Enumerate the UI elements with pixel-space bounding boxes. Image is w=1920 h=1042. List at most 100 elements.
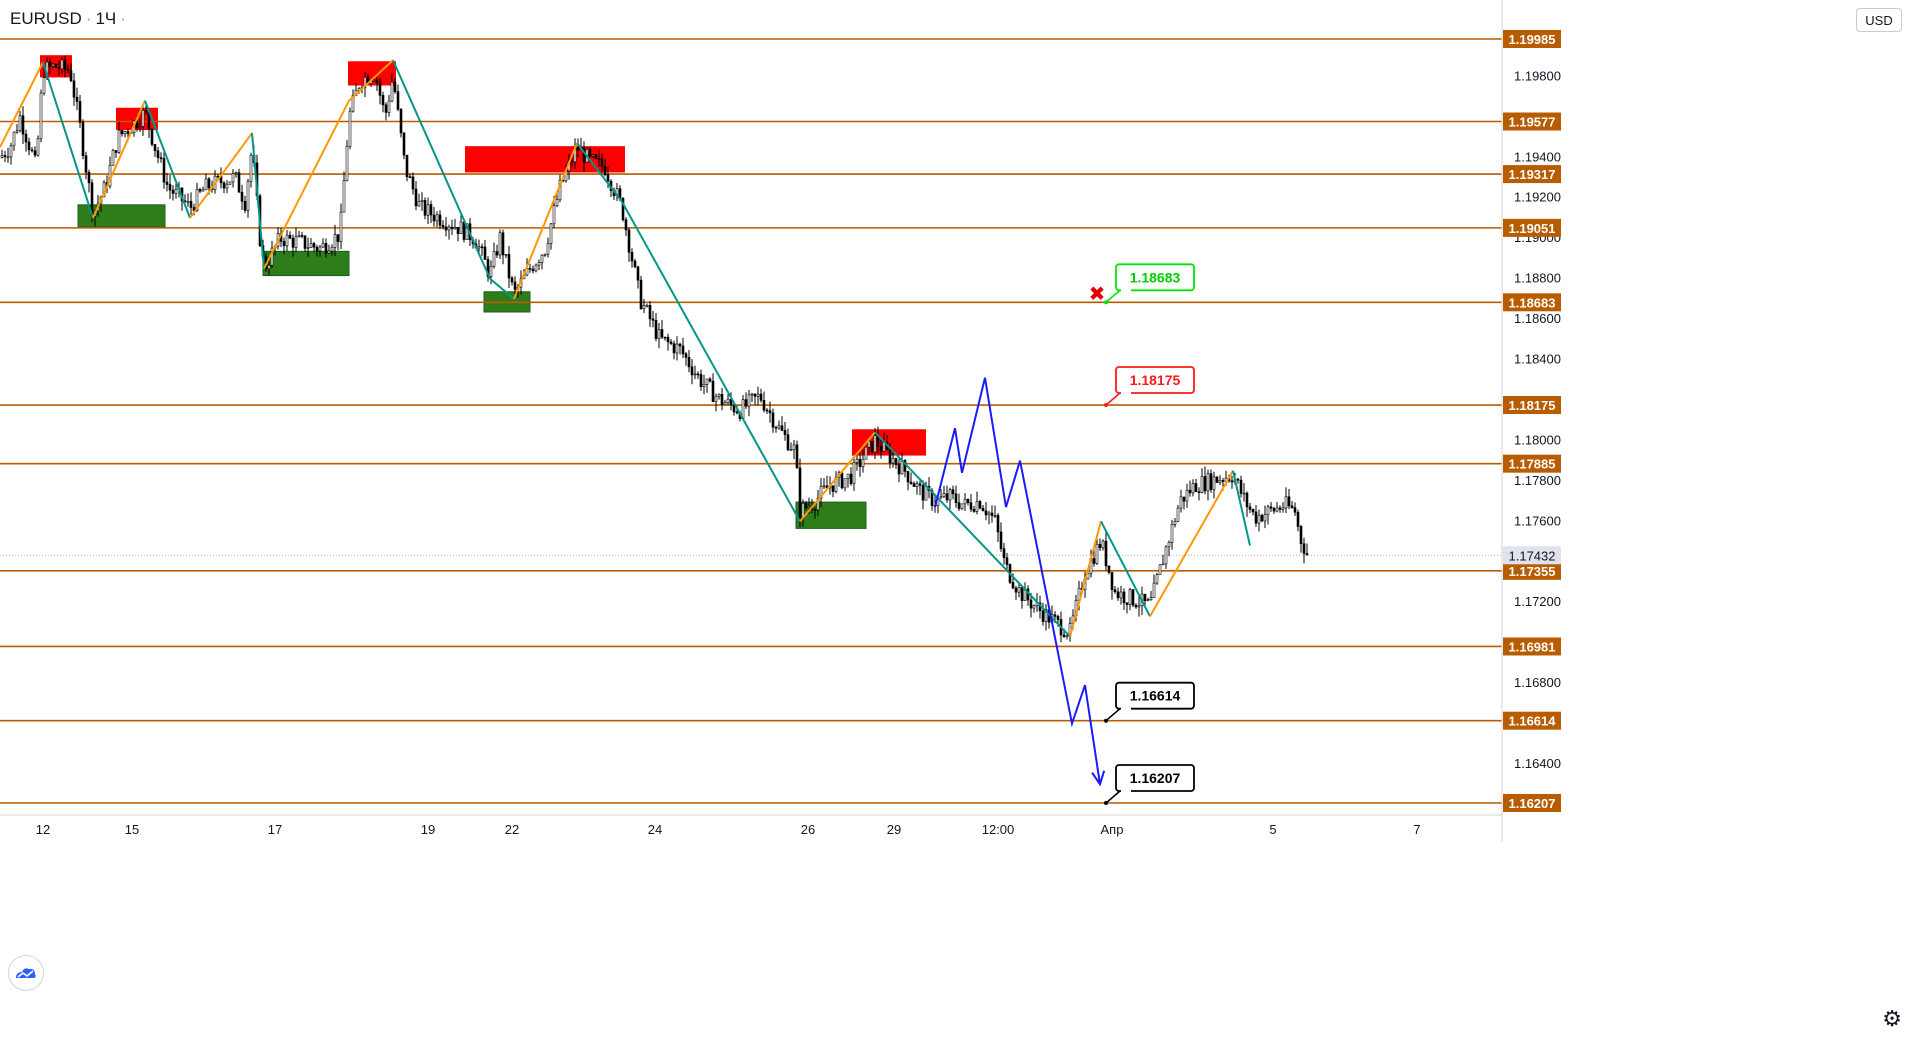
candle-body bbox=[384, 104, 388, 113]
zigzag-down-segment[interactable] bbox=[576, 142, 623, 203]
level-price-label: 1.16207 bbox=[1503, 794, 1561, 812]
level-price-label: 1.16981 bbox=[1503, 637, 1561, 656]
candle-body bbox=[675, 343, 679, 354]
candle-body bbox=[987, 512, 991, 516]
candle-body bbox=[1002, 548, 1006, 558]
demand-zone[interactable] bbox=[77, 204, 166, 228]
candle-body bbox=[546, 243, 550, 255]
candle-body bbox=[501, 232, 505, 256]
zigzag-down-segment[interactable] bbox=[1100, 520, 1151, 617]
zigzag-down-segment[interactable] bbox=[874, 431, 1071, 638]
zigzag-up-segment[interactable] bbox=[92, 100, 146, 219]
candle-body bbox=[1209, 473, 1213, 490]
candle-body bbox=[708, 378, 712, 382]
candle-body bbox=[27, 141, 31, 151]
interval-label: 1Ч bbox=[95, 9, 117, 28]
candle-body bbox=[960, 503, 964, 509]
candle-body bbox=[993, 515, 997, 517]
demand-zone[interactable] bbox=[262, 250, 350, 277]
y-axis[interactable]: 1.198001.194001.192001.190001.188001.186… bbox=[1514, 68, 1561, 771]
candle-body bbox=[1272, 507, 1276, 512]
candle-body bbox=[1167, 542, 1171, 548]
gear-icon[interactable]: ⚙ bbox=[1882, 1006, 1902, 1031]
price-callout[interactable]: 1.18175 bbox=[1104, 366, 1195, 408]
x-axis[interactable]: 12 15 17 19 22 24 26 29 12:00 Апр 5 7 bbox=[36, 822, 1421, 837]
symbol-title[interactable]: EURUSD · 1Ч · bbox=[10, 9, 130, 29]
zigzag-up-segment[interactable] bbox=[189, 132, 253, 219]
zigzag-up-segment[interactable] bbox=[799, 431, 876, 522]
zigzag-up-segment[interactable] bbox=[263, 100, 350, 269]
candle-body bbox=[294, 236, 298, 248]
zigzag-up-segment[interactable] bbox=[1069, 521, 1102, 637]
cancel-x-icon: ✖ bbox=[1089, 281, 1106, 305]
x-tick-label: 17 bbox=[268, 822, 282, 837]
candle-body bbox=[171, 189, 175, 194]
candle-body bbox=[1110, 572, 1114, 590]
candle-body bbox=[450, 226, 454, 230]
price-callout[interactable]: 1.18683 bbox=[1104, 263, 1195, 305]
candle-body bbox=[387, 100, 391, 113]
candle-body bbox=[765, 409, 769, 412]
candle-body bbox=[345, 146, 349, 182]
candle-body bbox=[405, 154, 409, 178]
level-price-text: 1.19985 bbox=[1509, 32, 1556, 47]
y-tick-label: 1.18600 bbox=[1514, 311, 1561, 326]
candle-body bbox=[420, 200, 424, 202]
separator-suffix: · bbox=[120, 9, 126, 28]
zigzag-down-segment[interactable] bbox=[621, 201, 801, 522]
candle-body bbox=[24, 133, 28, 143]
candle-body bbox=[750, 393, 754, 396]
zigzag-down-segment[interactable] bbox=[1232, 470, 1251, 546]
candle-body bbox=[540, 254, 544, 263]
level-price-badge bbox=[1503, 293, 1561, 312]
tradingview-logo-icon[interactable] bbox=[8, 955, 44, 991]
candle-body bbox=[63, 59, 67, 70]
candle-body bbox=[894, 458, 898, 466]
zigzag-down-segment[interactable] bbox=[251, 132, 265, 269]
level-price-label: 1.17355 bbox=[1503, 561, 1561, 580]
price-callout[interactable]: 1.16614 bbox=[1104, 681, 1195, 723]
candle-body bbox=[996, 515, 1000, 533]
zigzag-down-segment[interactable] bbox=[42, 61, 94, 219]
candle-body bbox=[846, 473, 850, 479]
candle-body bbox=[402, 132, 406, 156]
level-price-label: 1.19317 bbox=[1503, 165, 1561, 184]
level-price-badge bbox=[1503, 711, 1561, 730]
price-callout[interactable]: 1.16207 bbox=[1104, 764, 1195, 805]
candle-body bbox=[1212, 476, 1216, 490]
candle-body bbox=[1155, 574, 1159, 584]
candle-body bbox=[240, 191, 244, 202]
candle-body bbox=[114, 150, 118, 153]
zigzag-up-segment[interactable] bbox=[0, 61, 44, 148]
candle-body bbox=[1119, 591, 1123, 599]
candle-body bbox=[642, 305, 646, 310]
projection-path[interactable] bbox=[934, 377, 1101, 785]
level-price-badge bbox=[1503, 396, 1561, 415]
candle-body bbox=[1218, 480, 1222, 483]
candle-body bbox=[1248, 506, 1252, 510]
candle-body bbox=[312, 243, 316, 248]
level-price-text: 1.19317 bbox=[1509, 167, 1556, 182]
candle-body bbox=[633, 260, 637, 268]
candle-body bbox=[1107, 565, 1111, 573]
candle-body bbox=[1281, 507, 1285, 510]
zigzag-down-segment[interactable] bbox=[489, 277, 515, 300]
candle-body bbox=[555, 199, 559, 207]
candle-body bbox=[666, 336, 670, 343]
candle-body bbox=[822, 485, 826, 488]
zigzag-down-segment[interactable] bbox=[392, 59, 491, 280]
level-price-text: 1.16981 bbox=[1509, 639, 1556, 654]
candles-layer bbox=[0, 55, 1309, 643]
candle-body bbox=[456, 227, 460, 235]
zigzag-up-segment[interactable] bbox=[348, 59, 394, 102]
zigzag-down-segment[interactable] bbox=[144, 100, 191, 219]
candle-body bbox=[321, 242, 325, 248]
zigzag-up-segment[interactable] bbox=[513, 142, 578, 300]
y-tick-label: 1.18400 bbox=[1514, 352, 1561, 367]
candle-body bbox=[162, 158, 166, 183]
zigzag-up-segment[interactable] bbox=[1149, 470, 1234, 617]
currency-badge[interactable]: USD bbox=[1856, 8, 1902, 32]
candle-body bbox=[381, 95, 385, 106]
